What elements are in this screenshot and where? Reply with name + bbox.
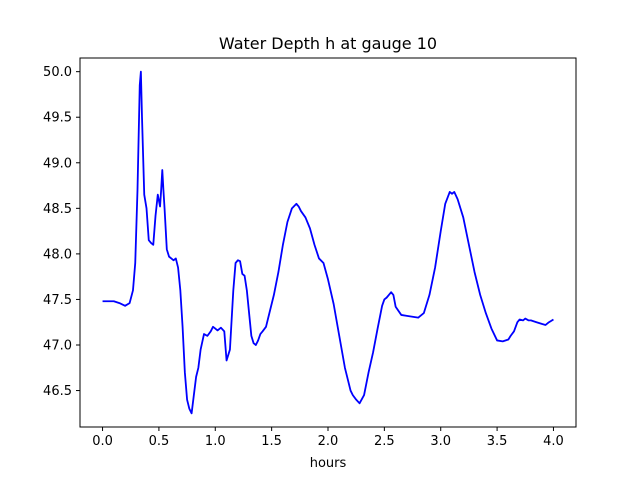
y-tick-label: 49.5 — [43, 111, 72, 126]
y-axis: 46.5 47.0 47.5 48.0 48.5 49.0 49.5 50.0 — [43, 65, 80, 399]
x-tick-label: 3.5 — [487, 434, 508, 449]
y-tick-label: 49.0 — [43, 156, 72, 171]
y-tick-label: 50.0 — [43, 65, 72, 80]
x-tick-label: 4.0 — [543, 434, 564, 449]
x-tick-label: 1.5 — [261, 434, 282, 449]
plot-area — [79, 57, 577, 428]
x-tick-label: 0.5 — [149, 434, 170, 449]
y-tick-label: 47.0 — [43, 339, 72, 354]
y-tick-label: 48.0 — [43, 247, 72, 262]
x-axis: 0.0 0.5 1.0 1.5 2.0 2.5 3.0 3.5 4.0 — [92, 427, 564, 449]
y-tick-label: 46.5 — [43, 384, 72, 399]
y-tick-label: 47.5 — [43, 293, 72, 308]
x-tick-label: 0.0 — [92, 434, 113, 449]
x-tick-label: 3.0 — [430, 434, 451, 449]
x-tick-label: 2.0 — [318, 434, 339, 449]
x-tick-label: 1.0 — [205, 434, 226, 449]
data-line — [102, 70, 554, 415]
chart-title: Water Depth h at gauge 10 — [219, 34, 437, 53]
y-tick-label: 48.5 — [43, 202, 72, 217]
x-axis-label: hours — [310, 456, 347, 471]
axes-frame — [79, 57, 577, 428]
x-tick-label: 2.5 — [374, 434, 395, 449]
